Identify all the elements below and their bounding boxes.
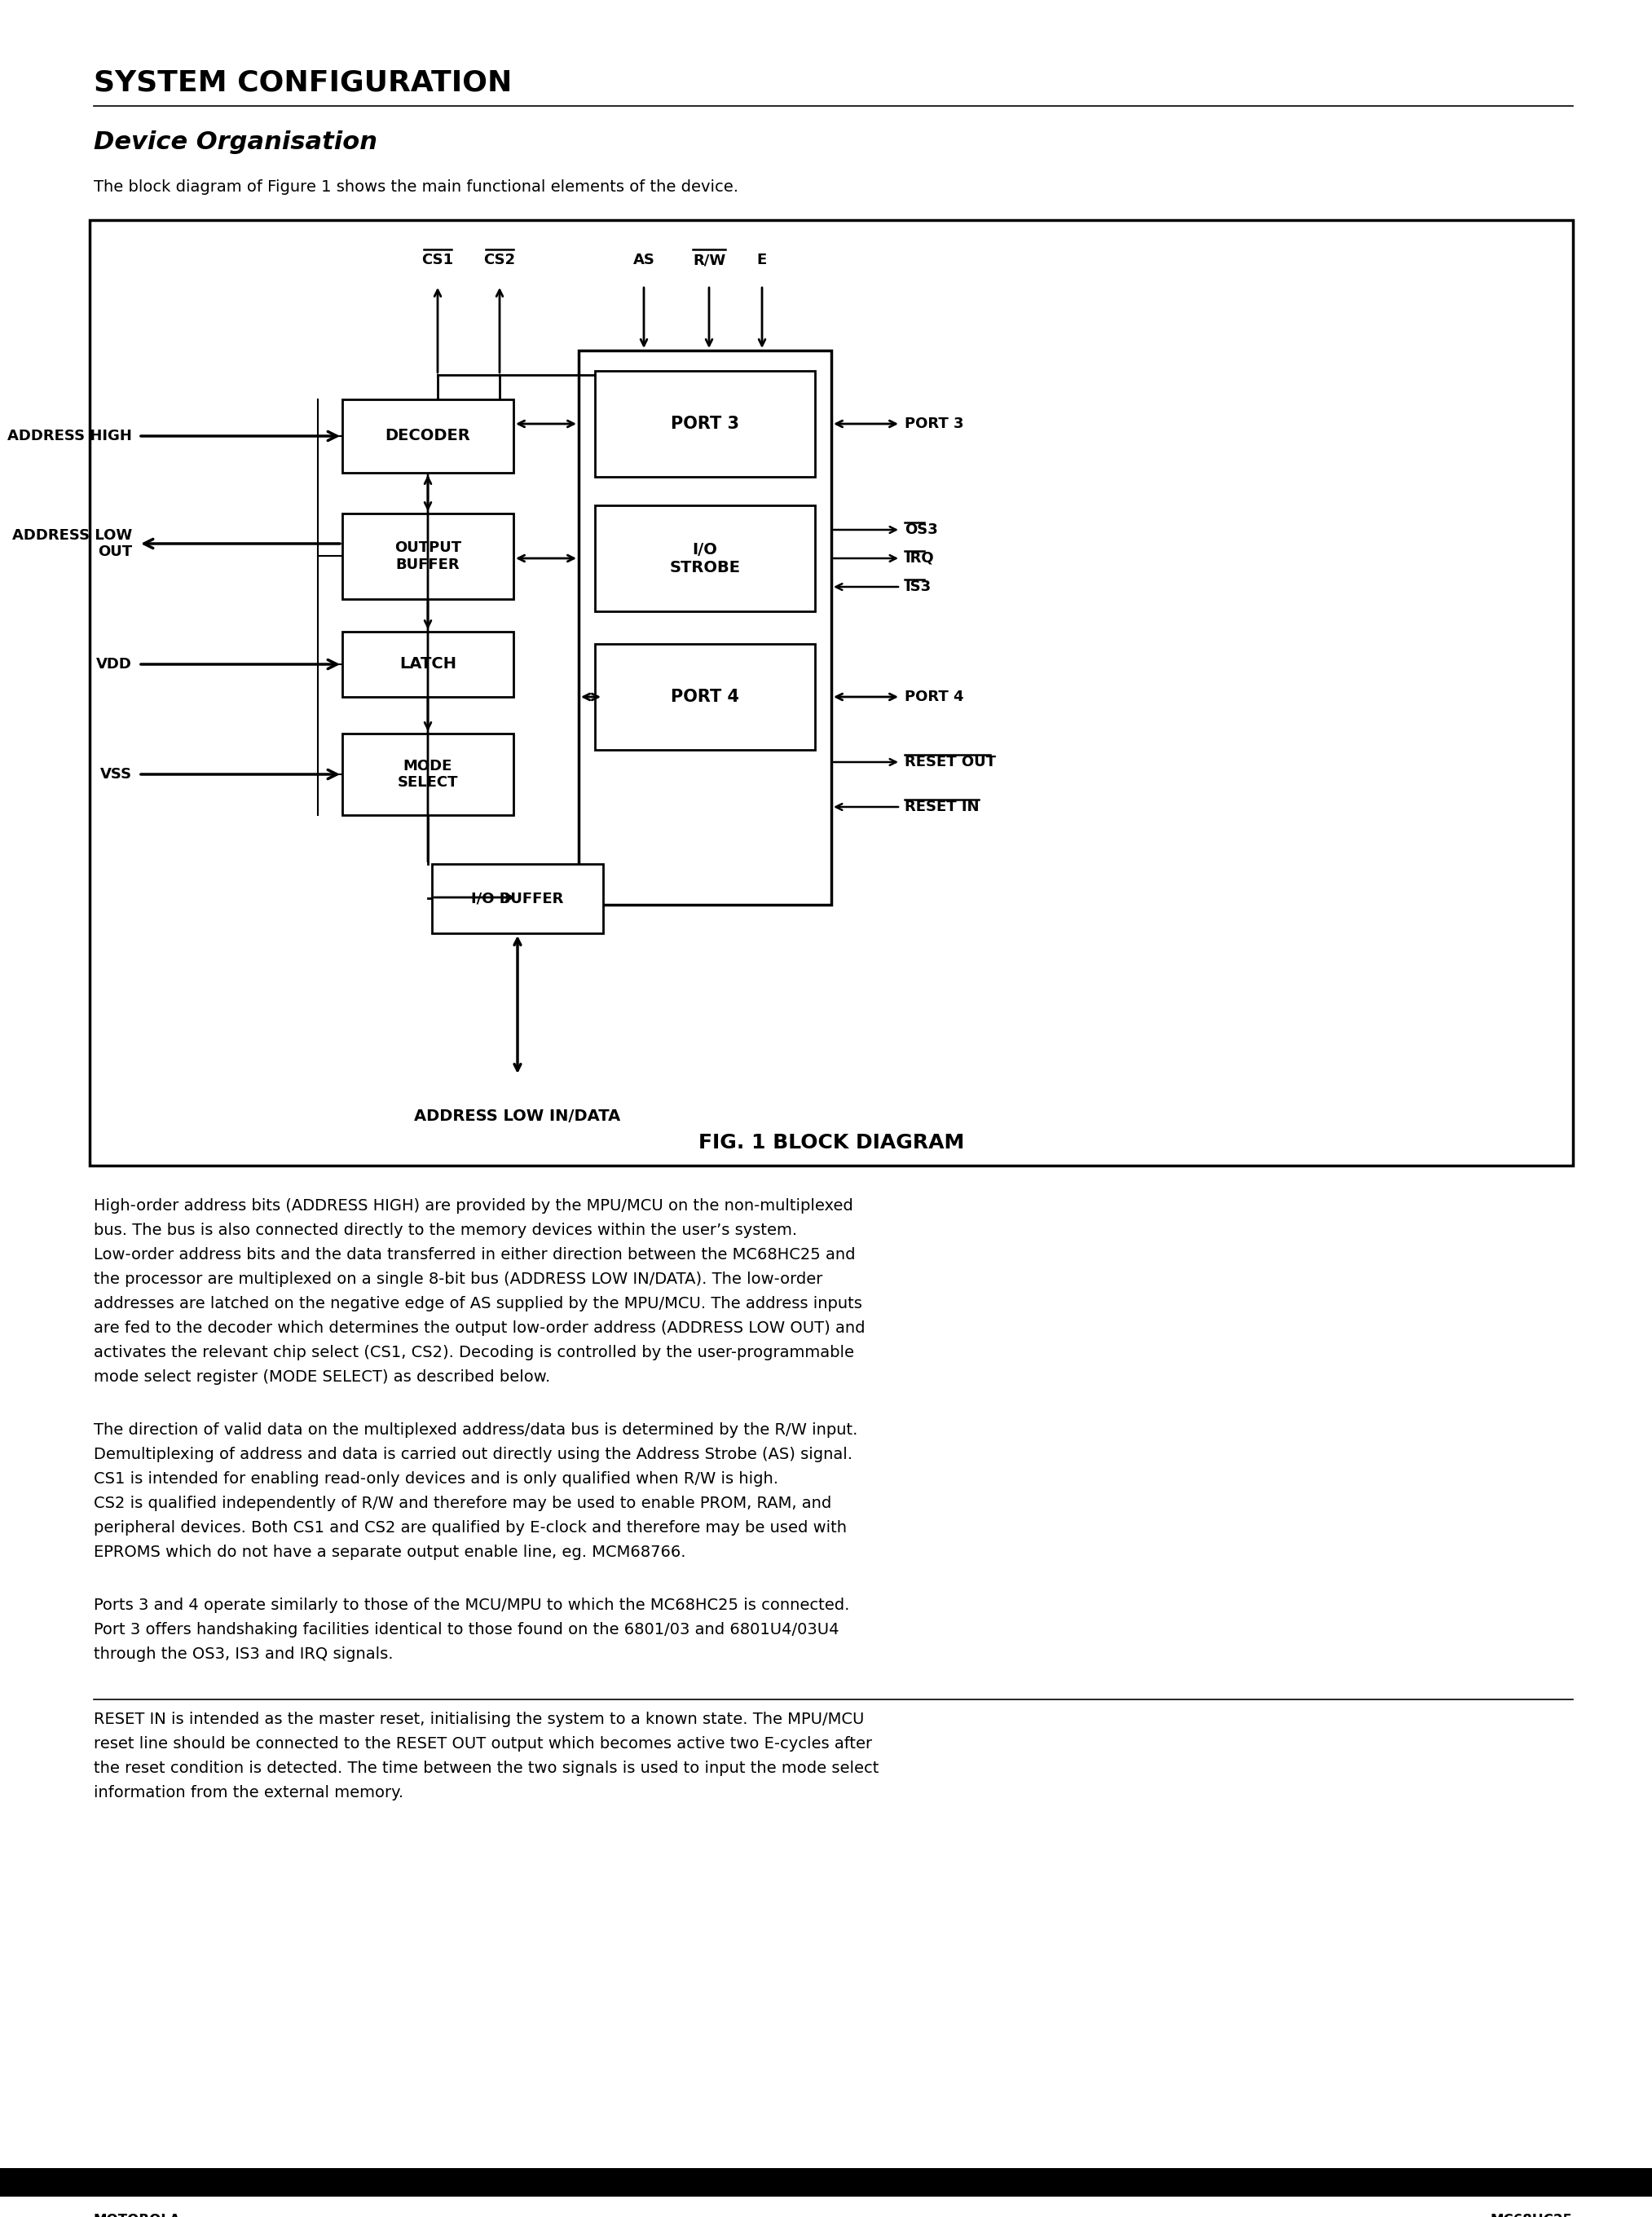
Text: OUTPUT
BUFFER: OUTPUT BUFFER: [395, 541, 461, 572]
Text: IRQ: IRQ: [905, 552, 933, 565]
Text: reset line should be connected to the RESET OUT output which becomes active two : reset line should be connected to the RE…: [94, 1736, 872, 1751]
Text: RESET IN: RESET IN: [905, 800, 980, 814]
Text: Ports 3 and 4 operate similarly to those of the MCU/MPU to which the MC68HC25 is: Ports 3 and 4 operate similarly to those…: [94, 1598, 849, 1614]
Bar: [595, 643, 814, 749]
Text: through the OS3, IS3 and IRQ signals.: through the OS3, IS3 and IRQ signals.: [94, 1647, 393, 1663]
Text: OS3: OS3: [905, 523, 938, 537]
Text: PORT 4: PORT 4: [671, 689, 738, 705]
Text: Device Organisation: Device Organisation: [94, 131, 377, 153]
Text: VDD: VDD: [96, 656, 132, 672]
Text: CS1: CS1: [421, 253, 454, 268]
Text: LATCH: LATCH: [400, 656, 456, 672]
Text: ADDRESS LOW
OUT: ADDRESS LOW OUT: [12, 528, 132, 559]
Text: I/O
STROBE: I/O STROBE: [669, 541, 740, 574]
Text: PORT 3: PORT 3: [905, 417, 963, 430]
Text: AS: AS: [633, 253, 654, 268]
Text: PORT 4: PORT 4: [905, 689, 963, 705]
Text: the reset condition is detected. The time between the two signals is used to inp: the reset condition is detected. The tim…: [94, 1760, 879, 1776]
Bar: [342, 514, 514, 599]
Text: RESET IN is intended as the master reset, initialising the system to a known sta: RESET IN is intended as the master reset…: [94, 1712, 864, 1727]
Text: CS1 is intended for enabling read-only devices and is only qualified when R/W is: CS1 is intended for enabling read-only d…: [94, 1472, 778, 1488]
Text: the processor are multiplexed on a single 8-bit bus (ADDRESS LOW IN/DATA). The l: the processor are multiplexed on a singl…: [94, 1273, 823, 1288]
Text: ADDRESS HIGH: ADDRESS HIGH: [8, 428, 132, 443]
Text: The direction of valid data on the multiplexed address/data bus is determined by: The direction of valid data on the multi…: [94, 1423, 857, 1439]
Text: FIG. 1 BLOCK DIAGRAM: FIG. 1 BLOCK DIAGRAM: [699, 1133, 965, 1153]
Text: High-order address bits (ADDRESS HIGH) are provided by the MPU/MCU on the non-mu: High-order address bits (ADDRESS HIGH) a…: [94, 1197, 852, 1213]
Text: are fed to the decoder which determines the output low-order address (ADDRESS LO: are fed to the decoder which determines …: [94, 1321, 866, 1337]
Text: Low-order address bits and the data transferred in either direction between the : Low-order address bits and the data tran…: [94, 1246, 856, 1261]
Text: VSS: VSS: [101, 767, 132, 783]
Text: mode select register (MODE SELECT) as described below.: mode select register (MODE SELECT) as de…: [94, 1370, 550, 1386]
Bar: [89, 219, 1573, 1166]
Bar: [0, 2168, 1652, 2197]
Text: addresses are latched on the negative edge of AS supplied by the MPU/MCU. The ad: addresses are latched on the negative ed…: [94, 1297, 862, 1312]
Text: IS3: IS3: [905, 579, 930, 594]
Bar: [595, 505, 814, 612]
Bar: [342, 399, 514, 472]
Bar: [342, 632, 514, 696]
Text: activates the relevant chip select (CS1, CS2). Decoding is controlled by the use: activates the relevant chip select (CS1,…: [94, 1346, 854, 1361]
Text: CS2 is qualified independently of R/W and therefore may be used to enable PROM, : CS2 is qualified independently of R/W an…: [94, 1496, 831, 1512]
Text: peripheral devices. Both CS1 and CS2 are qualified by E-clock and therefore may : peripheral devices. Both CS1 and CS2 are…: [94, 1521, 847, 1536]
Text: MOTOROLA: MOTOROLA: [94, 2213, 180, 2217]
Text: ADDRESS LOW IN/DATA: ADDRESS LOW IN/DATA: [415, 1108, 621, 1124]
Text: RESET OUT: RESET OUT: [905, 754, 996, 769]
Text: MC68HC25: MC68HC25: [1490, 2213, 1573, 2217]
Bar: [431, 865, 603, 933]
Bar: [342, 734, 514, 816]
Text: MODE
SELECT: MODE SELECT: [398, 758, 458, 789]
Text: bus. The bus is also connected directly to the memory devices within the user’s : bus. The bus is also connected directly …: [94, 1222, 798, 1237]
Text: PORT 3: PORT 3: [671, 417, 738, 432]
Text: The block diagram of Figure 1 shows the main functional elements of the device.: The block diagram of Figure 1 shows the …: [94, 180, 738, 195]
Text: EPROMS which do not have a separate output enable line, eg. MCM68766.: EPROMS which do not have a separate outp…: [94, 1545, 686, 1561]
Text: information from the external memory.: information from the external memory.: [94, 1785, 403, 1800]
Text: E: E: [757, 253, 767, 268]
Text: I/O BUFFER: I/O BUFFER: [471, 891, 563, 907]
Text: CS2: CS2: [484, 253, 515, 268]
Text: Port 3 offers handshaking facilities identical to those found on the 6801/03 and: Port 3 offers handshaking facilities ide…: [94, 1623, 839, 1638]
Text: Demultiplexing of address and data is carried out directly using the Address Str: Demultiplexing of address and data is ca…: [94, 1448, 852, 1463]
Bar: [578, 350, 831, 905]
Text: DECODER: DECODER: [385, 428, 471, 443]
Text: SYSTEM CONFIGURATION: SYSTEM CONFIGURATION: [94, 69, 512, 98]
Text: R/W: R/W: [692, 253, 725, 268]
Bar: [595, 370, 814, 477]
